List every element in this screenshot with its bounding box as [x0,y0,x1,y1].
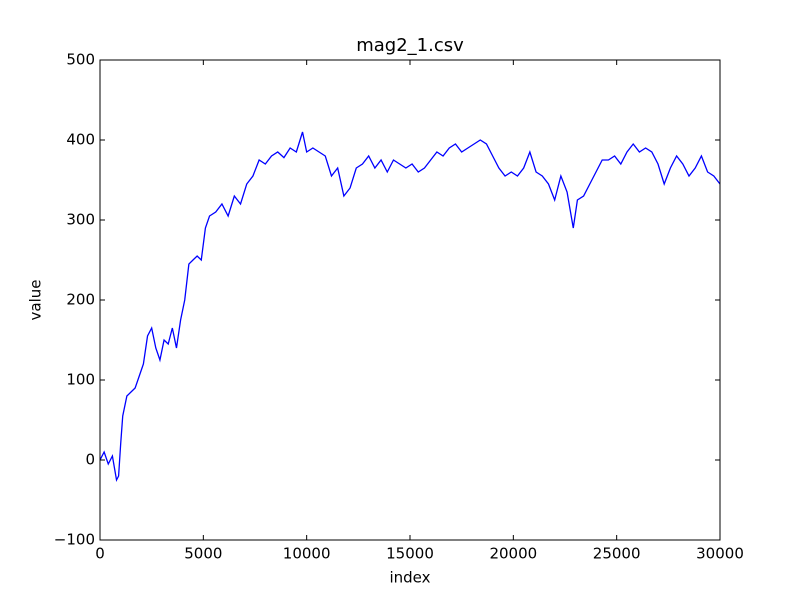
x-tick-label: 30000 [696,545,744,563]
data-line [99,131,721,483]
y-tick-label: 200 [66,291,95,309]
x-tick-label: 10000 [283,545,331,563]
x-tick-label: 20000 [489,545,537,563]
x-tick-label: 25000 [593,545,641,563]
y-tick-label: −100 [54,531,95,549]
y-tick-label: 500 [66,51,95,69]
y-tick-label: 300 [66,211,95,229]
y-tick-label: 400 [66,131,95,149]
y-tick-label: 100 [66,371,95,389]
x-tick-label: 5000 [184,545,222,563]
x-axis-label: index [389,569,430,587]
x-tick-label: 0 [95,545,105,563]
chart-title: mag2_1.csv [356,35,464,56]
y-axis-label: value [27,280,45,321]
y-tick-label: 0 [85,451,95,469]
x-tick-label: 15000 [386,545,434,563]
plot-frame [99,59,721,541]
